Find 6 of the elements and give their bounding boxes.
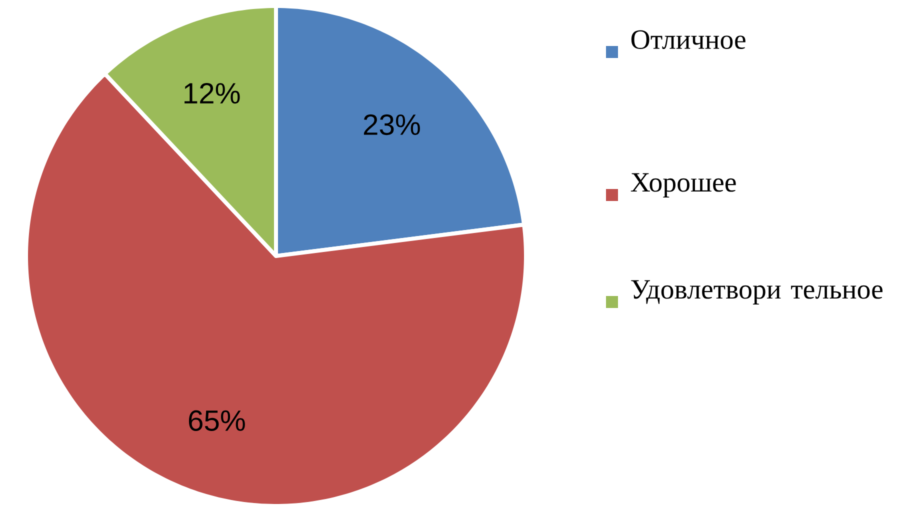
legend-label: Хорошее [630,173,736,198]
data-label: 23% [364,114,420,136]
data-label: 12% [184,82,240,104]
legend-label: Отличное [631,30,746,49]
legend-label: Удовлетвори тельное [631,280,882,304]
data-label: 65% [188,410,245,431]
